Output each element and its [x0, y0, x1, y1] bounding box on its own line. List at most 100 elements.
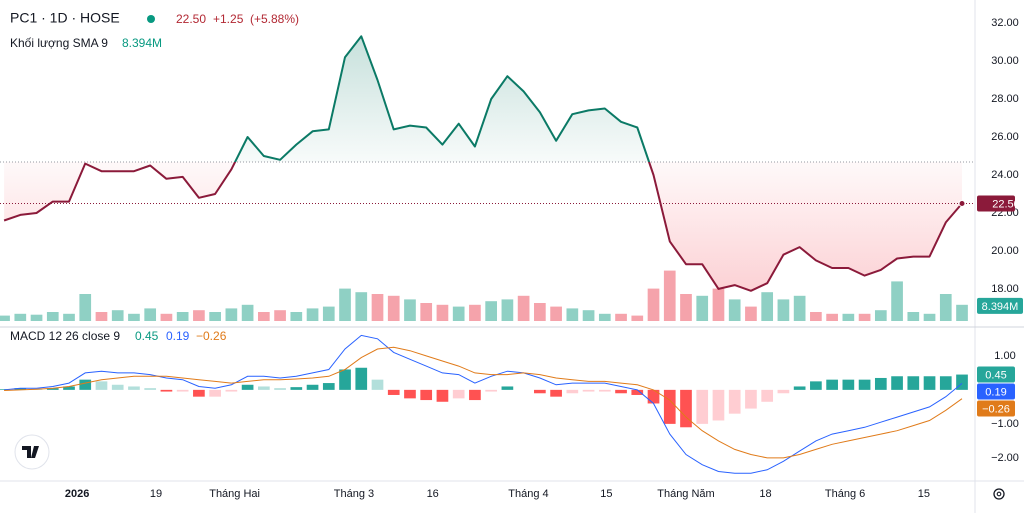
macd-histogram-bar: [339, 369, 351, 390]
volume-bar: [631, 315, 644, 321]
macd-histogram-bar: [696, 389, 709, 424]
tv-logo[interactable]: [14, 434, 50, 470]
volume-bar: [858, 313, 871, 321]
macd-histogram-bar: [615, 389, 627, 394]
macd-histogram-bar: [566, 389, 579, 394]
volume-bar: [501, 299, 514, 321]
macd-histogram-bar: [631, 389, 644, 395]
macd-histogram-bar: [46, 388, 59, 390]
volume-bar: [810, 312, 822, 321]
signal-value: −0.26: [196, 329, 227, 343]
last-price: 22.50: [176, 12, 206, 26]
macd-histogram-bar: [728, 389, 741, 414]
macd-histogram-bar: [485, 389, 497, 392]
value-label: −0.26: [982, 403, 1010, 415]
volume-bar: [728, 299, 741, 321]
volume-bar: [176, 312, 189, 321]
macd-histogram-bar: [420, 389, 433, 401]
macd-legend[interactable]: MACD 12 26 close 9: [10, 329, 120, 343]
volume-bar: [209, 312, 221, 321]
volume-bar: [517, 295, 530, 321]
volume-bar: [907, 312, 920, 321]
volume-bar: [387, 295, 400, 321]
volume-bar: [582, 310, 595, 321]
macd-histogram-bar: [501, 386, 514, 390]
macd-histogram-bar: [209, 389, 221, 397]
macd-histogram-bar: [436, 389, 449, 402]
macd-histogram-bar: [647, 389, 660, 404]
volume-bar: [193, 310, 205, 321]
volume-bar: [0, 315, 10, 321]
macd-histogram-bar: [874, 377, 887, 390]
signal-line: [4, 346, 963, 459]
price-label: 22.50: [992, 198, 1020, 210]
y-tick-label: 30.00: [991, 55, 1019, 67]
x-tick-label: Tháng 4: [508, 488, 548, 500]
volume-bar: [777, 299, 790, 321]
volume-bar: [95, 312, 108, 321]
x-tick-label: 18: [759, 488, 771, 500]
volume-bar: [14, 313, 27, 321]
volume-bar: [257, 312, 270, 321]
volume-bar: [371, 294, 384, 321]
volume-bar: [290, 312, 303, 321]
macd-histogram-bar: [826, 379, 838, 390]
x-tick-label: Tháng Năm: [657, 488, 714, 500]
value-label: 0.45: [985, 369, 1006, 381]
macd-hist-value: 0.45: [135, 329, 159, 343]
macd-histogram-bar: [680, 389, 692, 428]
y-tick-label: 1.00: [994, 350, 1015, 362]
macd-histogram-bar: [128, 386, 140, 390]
volume-bar: [598, 313, 611, 321]
macd-histogram-bar: [712, 389, 725, 421]
macd-histogram-bar: [663, 389, 676, 424]
volume-bar: [111, 310, 124, 321]
x-tick-label: Tháng 6: [825, 488, 865, 500]
macd-histogram-bar: [371, 379, 384, 390]
volume-bar: [534, 303, 546, 321]
volume-bar: [404, 299, 416, 321]
volume-bar: [436, 304, 449, 321]
volume-bar: [306, 308, 319, 321]
macd-histogram-bar: [95, 381, 108, 390]
macd-histogram-bar: [111, 384, 124, 390]
macd-histogram-bar: [322, 383, 335, 390]
volume-bar: [712, 288, 725, 321]
y-tick-label: −2.00: [991, 452, 1019, 464]
volume-bar: [241, 304, 254, 321]
volume-bar: [274, 310, 286, 321]
volume-bar: [566, 308, 579, 321]
x-tick-label: 19: [150, 488, 162, 500]
macd-histogram-bar: [306, 384, 319, 390]
y-tick-label: 26.00: [991, 131, 1019, 143]
volume-bar: [939, 294, 952, 321]
macd-histogram-bar: [598, 389, 611, 392]
macd-histogram-bar: [907, 376, 920, 390]
y-tick-label: 28.00: [991, 93, 1019, 105]
price-change: +1.25: [213, 12, 244, 26]
volume-bar: [339, 288, 351, 321]
macd-value: 0.19: [166, 329, 190, 343]
volume-sma-value: 8.394M: [122, 36, 162, 50]
volume-bar: [144, 308, 157, 321]
volume-bar: [956, 304, 968, 321]
macd-histogram-bar: [745, 389, 757, 409]
macd-histogram-bar: [550, 389, 562, 397]
settings-icon[interactable]: [993, 488, 1005, 500]
volume-bar: [128, 313, 140, 321]
volume-label-box: [977, 297, 1023, 314]
macd-histogram-bar: [452, 389, 465, 399]
volume-bar: [355, 292, 368, 321]
symbol[interactable]: PC1 · 1D · HOSE: [10, 10, 120, 26]
macd-histogram-bar: [939, 376, 952, 390]
volume-bar: [469, 304, 481, 321]
volume-bar: [663, 270, 676, 321]
price-change-pct: (+5.88%): [250, 12, 299, 26]
x-tick-label: 15: [600, 488, 612, 500]
y-tick-label: 32.00: [991, 17, 1019, 29]
volume-bar: [225, 308, 238, 321]
macd-histogram-bar: [355, 367, 368, 390]
volume-legend[interactable]: Khối lượng SMA 9: [10, 36, 108, 50]
macd-histogram-bar: [274, 388, 286, 390]
